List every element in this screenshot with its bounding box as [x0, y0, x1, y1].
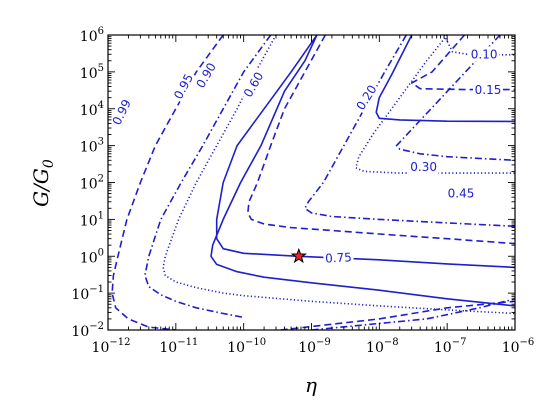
contour-label-0-75: 0.75	[323, 249, 354, 266]
contour-label-0-99: 0.99	[108, 95, 135, 129]
tick-label-base: 10	[71, 324, 89, 340]
y-tick-label: 104	[80, 100, 104, 119]
tick-label-exponent: −11	[177, 337, 198, 348]
tick-label-base: 10	[227, 340, 245, 356]
star-marker-group	[290, 247, 307, 264]
contour-label-background	[473, 82, 503, 98]
contour-label-text: 0.30	[410, 160, 437, 174]
tick-label-exponent: −6	[520, 337, 535, 348]
tick-label-exponent: 2	[98, 174, 104, 185]
tick-label-exponent: 3	[98, 137, 104, 148]
x-tick-label: 10−6	[502, 337, 535, 356]
x-axis-title: η	[305, 373, 317, 397]
x-tick-labels: 10−12 10−11 10−10 10−9 10−8 10−7 10−6	[92, 337, 535, 356]
contour-line-unlabeled-13	[280, 300, 515, 330]
contour-label-0-15: 0.15	[473, 82, 503, 98]
contour-label-0-95: 0.95	[169, 69, 197, 104]
contour-label-0-90: 0.90	[191, 58, 220, 92]
tick-label-exponent: 4	[98, 100, 104, 111]
contour-line-0-75	[215, 35, 515, 269]
contour-label-background	[446, 185, 476, 201]
tick-label-base: 10	[80, 29, 98, 45]
contour-label-text: 0.75	[325, 250, 352, 265]
tick-label-base: 10	[434, 340, 452, 356]
tick-label-exponent: −12	[109, 337, 130, 348]
tick-label-exponent: 0	[98, 247, 104, 258]
star-marker	[290, 247, 307, 264]
tick-label-exponent: −8	[384, 337, 399, 348]
x-tick-label: 10−10	[227, 337, 266, 356]
contour-label-text: 0.45	[448, 187, 475, 201]
contour-line-0-15	[410, 35, 515, 91]
y-tick-label: 103	[80, 137, 104, 156]
contour-label-background	[408, 159, 439, 175]
x-tick-label: 10−12	[92, 337, 131, 356]
tick-label-exponent: 6	[98, 26, 104, 37]
y-tick-label: 101	[80, 210, 104, 229]
contour-label-text: 0.10	[471, 47, 498, 61]
y-tick-label: 106	[80, 26, 104, 45]
y-tick-label: 10−2	[71, 321, 104, 340]
contour-label-text: 0.15	[475, 83, 502, 97]
tick-label-base: 10	[92, 340, 110, 356]
tick-label-base: 10	[80, 140, 98, 156]
plot-frame	[107, 34, 516, 331]
tick-label-base: 10	[502, 340, 520, 356]
contour-label-0-45: 0.45	[446, 185, 476, 201]
tick-label-exponent: −9	[316, 337, 331, 348]
contour-label-0-20: 0.20	[351, 80, 381, 115]
tick-label-exponent: −10	[245, 337, 266, 348]
tick-label-exponent: −2	[89, 321, 104, 332]
contour-label-background	[351, 80, 381, 115]
y-tick-label: 102	[80, 174, 104, 193]
y-tick-label: 105	[80, 63, 104, 82]
contour-label-0-10: 0.10	[469, 46, 500, 62]
contour-line-0-95	[162, 35, 515, 315]
x-tick-label: 10−11	[159, 337, 198, 356]
tick-label-exponent: 1	[98, 210, 104, 221]
contour-label-background	[469, 46, 500, 62]
y-axis-title-sub: 0	[41, 159, 57, 168]
tick-label-base: 10	[71, 287, 89, 303]
tick-label-exponent: −1	[89, 284, 104, 295]
contour-label-background	[323, 249, 354, 266]
contour-line-0-99	[111, 35, 224, 330]
x-tick-label: 10−8	[366, 337, 399, 356]
contour-line-0-45	[395, 35, 515, 162]
contour-label-background	[108, 95, 135, 129]
contour-line-0-90	[210, 35, 515, 307]
tick-label-base: 10	[80, 177, 98, 193]
x-tick-label: 10−7	[434, 337, 467, 356]
contour-line-0-20	[375, 35, 515, 123]
tick-label-base: 10	[366, 340, 384, 356]
tick-label-base: 10	[80, 103, 98, 119]
contour-line-unlabeled-1	[144, 35, 272, 319]
y-tick-label: 100	[80, 247, 104, 266]
y-tick-label: 10−1	[71, 284, 104, 303]
tick-label-base: 10	[80, 250, 98, 266]
contour-label-text: 0.99	[110, 97, 134, 127]
tick-label-exponent: −7	[452, 337, 467, 348]
contour-labels: 0.990.950.90 0.600.750.200.300.150.100.45	[108, 46, 503, 266]
tick-label-base: 10	[80, 213, 98, 229]
x-tick-label: 10−9	[298, 337, 331, 356]
tick-label-base: 10	[159, 340, 177, 356]
contour-label-0-30: 0.30	[408, 159, 439, 175]
y-axis-title-main: G/G	[29, 168, 53, 207]
contour-label-background	[191, 58, 220, 92]
axis-ticks	[107, 34, 516, 331]
contour-label-background	[169, 69, 197, 104]
contour-label-background	[239, 67, 268, 102]
y-axis-title: G/G0	[29, 159, 57, 207]
tick-label-base: 10	[80, 66, 98, 82]
tick-label-base: 10	[298, 340, 316, 356]
tick-label-exponent: 5	[98, 63, 104, 74]
contour-line-0-60	[247, 35, 515, 245]
contour-lines	[111, 35, 515, 330]
